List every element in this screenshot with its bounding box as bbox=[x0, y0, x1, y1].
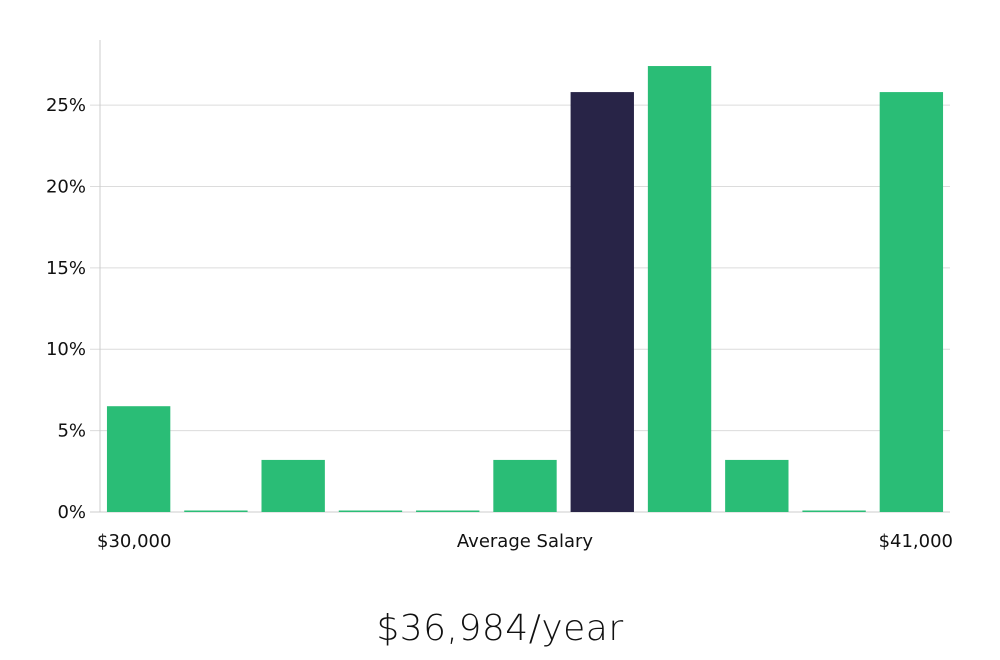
y-tick-label: 20% bbox=[46, 176, 86, 197]
y-tick-labels: 0% 5% 10% 15% 20% 25% bbox=[46, 95, 86, 523]
bar bbox=[879, 92, 944, 512]
bar bbox=[338, 510, 403, 512]
y-tick-label: 0% bbox=[57, 502, 86, 523]
x-label-min: $30,000 bbox=[97, 531, 171, 552]
bar-highlighted bbox=[570, 92, 634, 512]
y-tick-label: 15% bbox=[46, 258, 86, 279]
y-tick-label: 25% bbox=[46, 95, 86, 116]
bar bbox=[184, 510, 248, 512]
y-tick-label: 5% bbox=[57, 421, 86, 442]
bar bbox=[647, 66, 712, 512]
salary-distribution-chart: 0%5%10%15%20%25% $30,000 Average Salary … bbox=[46, 40, 953, 552]
x-label-max: $41,000 bbox=[879, 531, 953, 552]
bar bbox=[493, 459, 557, 512]
x-label-center: Average Salary bbox=[457, 531, 594, 552]
bar bbox=[416, 510, 480, 512]
bar bbox=[725, 459, 789, 512]
bar bbox=[261, 459, 325, 512]
y-tick-label: 10% bbox=[46, 339, 86, 360]
average-salary-value: $36,984/year bbox=[376, 608, 624, 649]
bar bbox=[106, 406, 171, 512]
grid-lines bbox=[90, 104, 950, 513]
bar bbox=[802, 510, 866, 512]
bars bbox=[106, 66, 944, 512]
